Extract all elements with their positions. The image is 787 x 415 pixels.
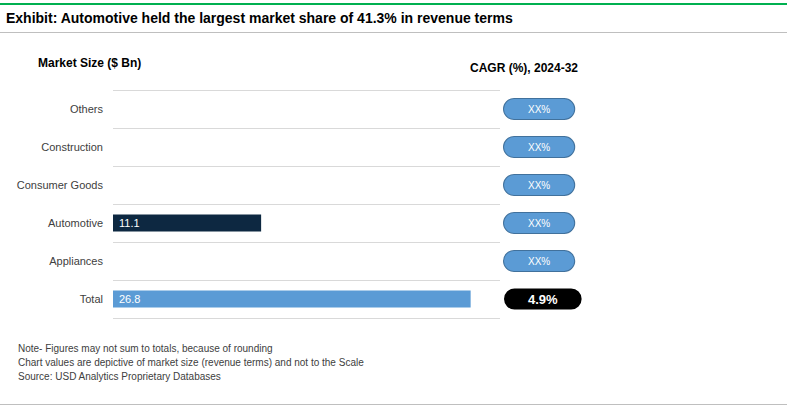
svg-text:Chart values are depictive of: Chart values are depictive of market siz… [18, 357, 364, 368]
svg-text:Consumer Goods: Consumer Goods [17, 179, 104, 191]
svg-text:Market Size ($ Bn): Market Size ($ Bn) [38, 56, 141, 70]
svg-text:XX%: XX% [528, 104, 550, 115]
svg-text:Others: Others [70, 103, 104, 115]
svg-text:CAGR (%), 2024-32: CAGR (%), 2024-32 [470, 61, 578, 75]
svg-text:26.8: 26.8 [119, 293, 140, 305]
svg-text:Automotive: Automotive [48, 217, 103, 229]
svg-text:Source: USD Analytics Propriet: Source: USD Analytics Proprietary Databa… [18, 371, 221, 382]
svg-text:XX%: XX% [528, 180, 550, 191]
svg-text:Exhibit: Automotive held the l: Exhibit: Automotive held the largest mar… [6, 10, 513, 26]
svg-text:Total: Total [80, 293, 103, 305]
svg-text:Note- Figures may not sum to t: Note- Figures may not sum to totals, bec… [18, 343, 273, 354]
svg-text:XX%: XX% [528, 218, 550, 229]
svg-text:11.1: 11.1 [119, 217, 140, 229]
svg-text:XX%: XX% [528, 142, 550, 153]
svg-text:4.9%: 4.9% [528, 292, 558, 307]
svg-text:Construction: Construction [41, 141, 103, 153]
svg-text:Appliances: Appliances [49, 255, 103, 267]
svg-text:XX%: XX% [528, 256, 550, 267]
